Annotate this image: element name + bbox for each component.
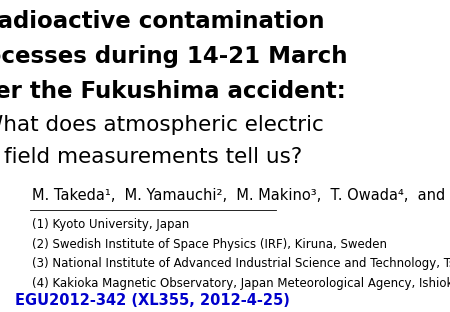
Text: EGU2012-342 (XL355, 2012-4-25): EGU2012-342 (XL355, 2012-4-25) bbox=[15, 294, 290, 309]
Text: (2) Swedish Institute of Space Physics (IRF), Kiruna, Sweden: (2) Swedish Institute of Space Physics (… bbox=[32, 237, 387, 251]
Text: (4) Kakioka Magnetic Observatory, Japan Meteorological Agency, Ishioka, Japan: (4) Kakioka Magnetic Observatory, Japan … bbox=[32, 277, 450, 290]
Text: after the Fukushima accident:: after the Fukushima accident: bbox=[0, 80, 346, 103]
Text: (3) National Institute of Advanced Industrial Science and Technology, Tsukuba, J: (3) National Institute of Advanced Indus… bbox=[32, 257, 450, 270]
Text: Radioactive contamination: Radioactive contamination bbox=[0, 11, 325, 33]
Text: M. Takeda¹,  M. Yamauchi²,  M. Makino³,  T. Owada⁴,  and I. Miyagi³: M. Takeda¹, M. Yamauchi², M. Makino³, T.… bbox=[32, 188, 450, 203]
Text: (1) Kyoto University, Japan: (1) Kyoto University, Japan bbox=[32, 218, 189, 231]
Text: What does atmospheric electric: What does atmospheric electric bbox=[0, 115, 324, 135]
Text: field measurements tell us?: field measurements tell us? bbox=[4, 148, 302, 168]
Text: processes during 14-21 March: processes during 14-21 March bbox=[0, 45, 347, 68]
